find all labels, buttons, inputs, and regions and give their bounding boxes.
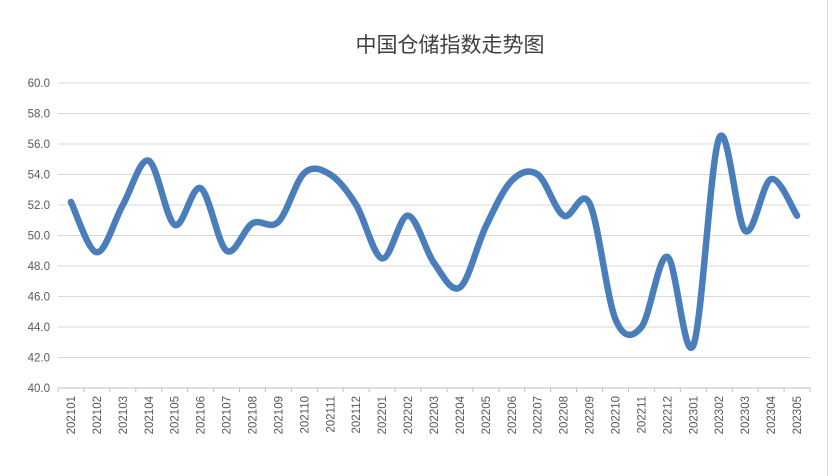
x-axis-tick-label: 202106: [196, 396, 208, 434]
y-axis-tick-label: 48.0: [28, 261, 50, 273]
x-axis-tick-label: 202109: [273, 396, 285, 434]
x-axis-tick-label: 202104: [144, 395, 156, 434]
y-axis-tick-label: 44.0: [28, 322, 50, 334]
x-axis-tick-label: 202211: [636, 396, 648, 434]
x-axis-tick-label: 202208: [559, 396, 571, 434]
x-axis-tick-label: 202205: [481, 396, 493, 434]
x-axis-tick-label: 202301: [688, 396, 700, 434]
x-axis-tick-label: 202203: [429, 396, 441, 434]
y-axis-tick-label: 52.0: [28, 200, 50, 212]
x-axis-tick-label: 202110: [299, 396, 311, 434]
x-axis-tick-label: 202201: [377, 396, 389, 434]
x-axis-tick-label: 202112: [351, 396, 363, 434]
y-axis-tick-label: 60.0: [28, 78, 50, 90]
x-axis-tick-label: 202103: [118, 396, 130, 434]
x-axis-tick-label: 202305: [792, 396, 804, 434]
index-series-line: [67, 132, 801, 352]
x-axis-tick-label: 202108: [247, 396, 259, 434]
x-axis-tick-label: 202107: [222, 396, 234, 434]
x-axis-tick-label: 202212: [662, 396, 674, 434]
x-axis-tick-label: 202302: [714, 396, 726, 434]
y-axis-tick-label: 54.0: [28, 170, 50, 182]
y-axis-tick-label: 58.0: [28, 109, 50, 121]
y-axis-labels: 40.0 42.0 44.0 46.0 48.0 50.0 52.0 54.0 56.0 58.0…: [28, 78, 50, 395]
y-axis-tick-label: 40.0: [28, 383, 50, 395]
x-axis-tick-label: 202101: [66, 396, 78, 434]
y-axis-tick-label: 46.0: [28, 292, 50, 304]
x-axis-tick-label: 202105: [170, 396, 182, 434]
x-axis-tick-label: 202102: [92, 396, 104, 434]
x-axis-tick-label: 202304: [766, 395, 778, 434]
x-axis-tick-label: 202202: [403, 396, 415, 434]
x-axis-tick-label: 202303: [740, 396, 752, 434]
x-axis-tick-label: 202209: [585, 396, 597, 434]
x-axis-tick-label: 202111: [325, 396, 337, 433]
x-axis-tick-label: 202207: [533, 396, 545, 434]
y-axis-tick-label: 56.0: [28, 139, 50, 151]
chart-title: 中国仓储指数走势图: [356, 33, 545, 57]
x-axis-tick-label: 202206: [507, 396, 519, 434]
gridlines: [58, 82, 810, 358]
x-axis-tick-label: 202210: [611, 396, 623, 434]
x-axis-labels: 202101 202102 202103 202104 202105 202106 2021…: [66, 395, 804, 434]
x-axis-tick-label: 202204: [455, 395, 467, 434]
x-axis: [57, 387, 811, 392]
y-axis-tick-label: 50.0: [28, 231, 50, 243]
chart-right-border: [827, 0, 828, 476]
y-axis-tick-label: 42.0: [28, 353, 50, 365]
